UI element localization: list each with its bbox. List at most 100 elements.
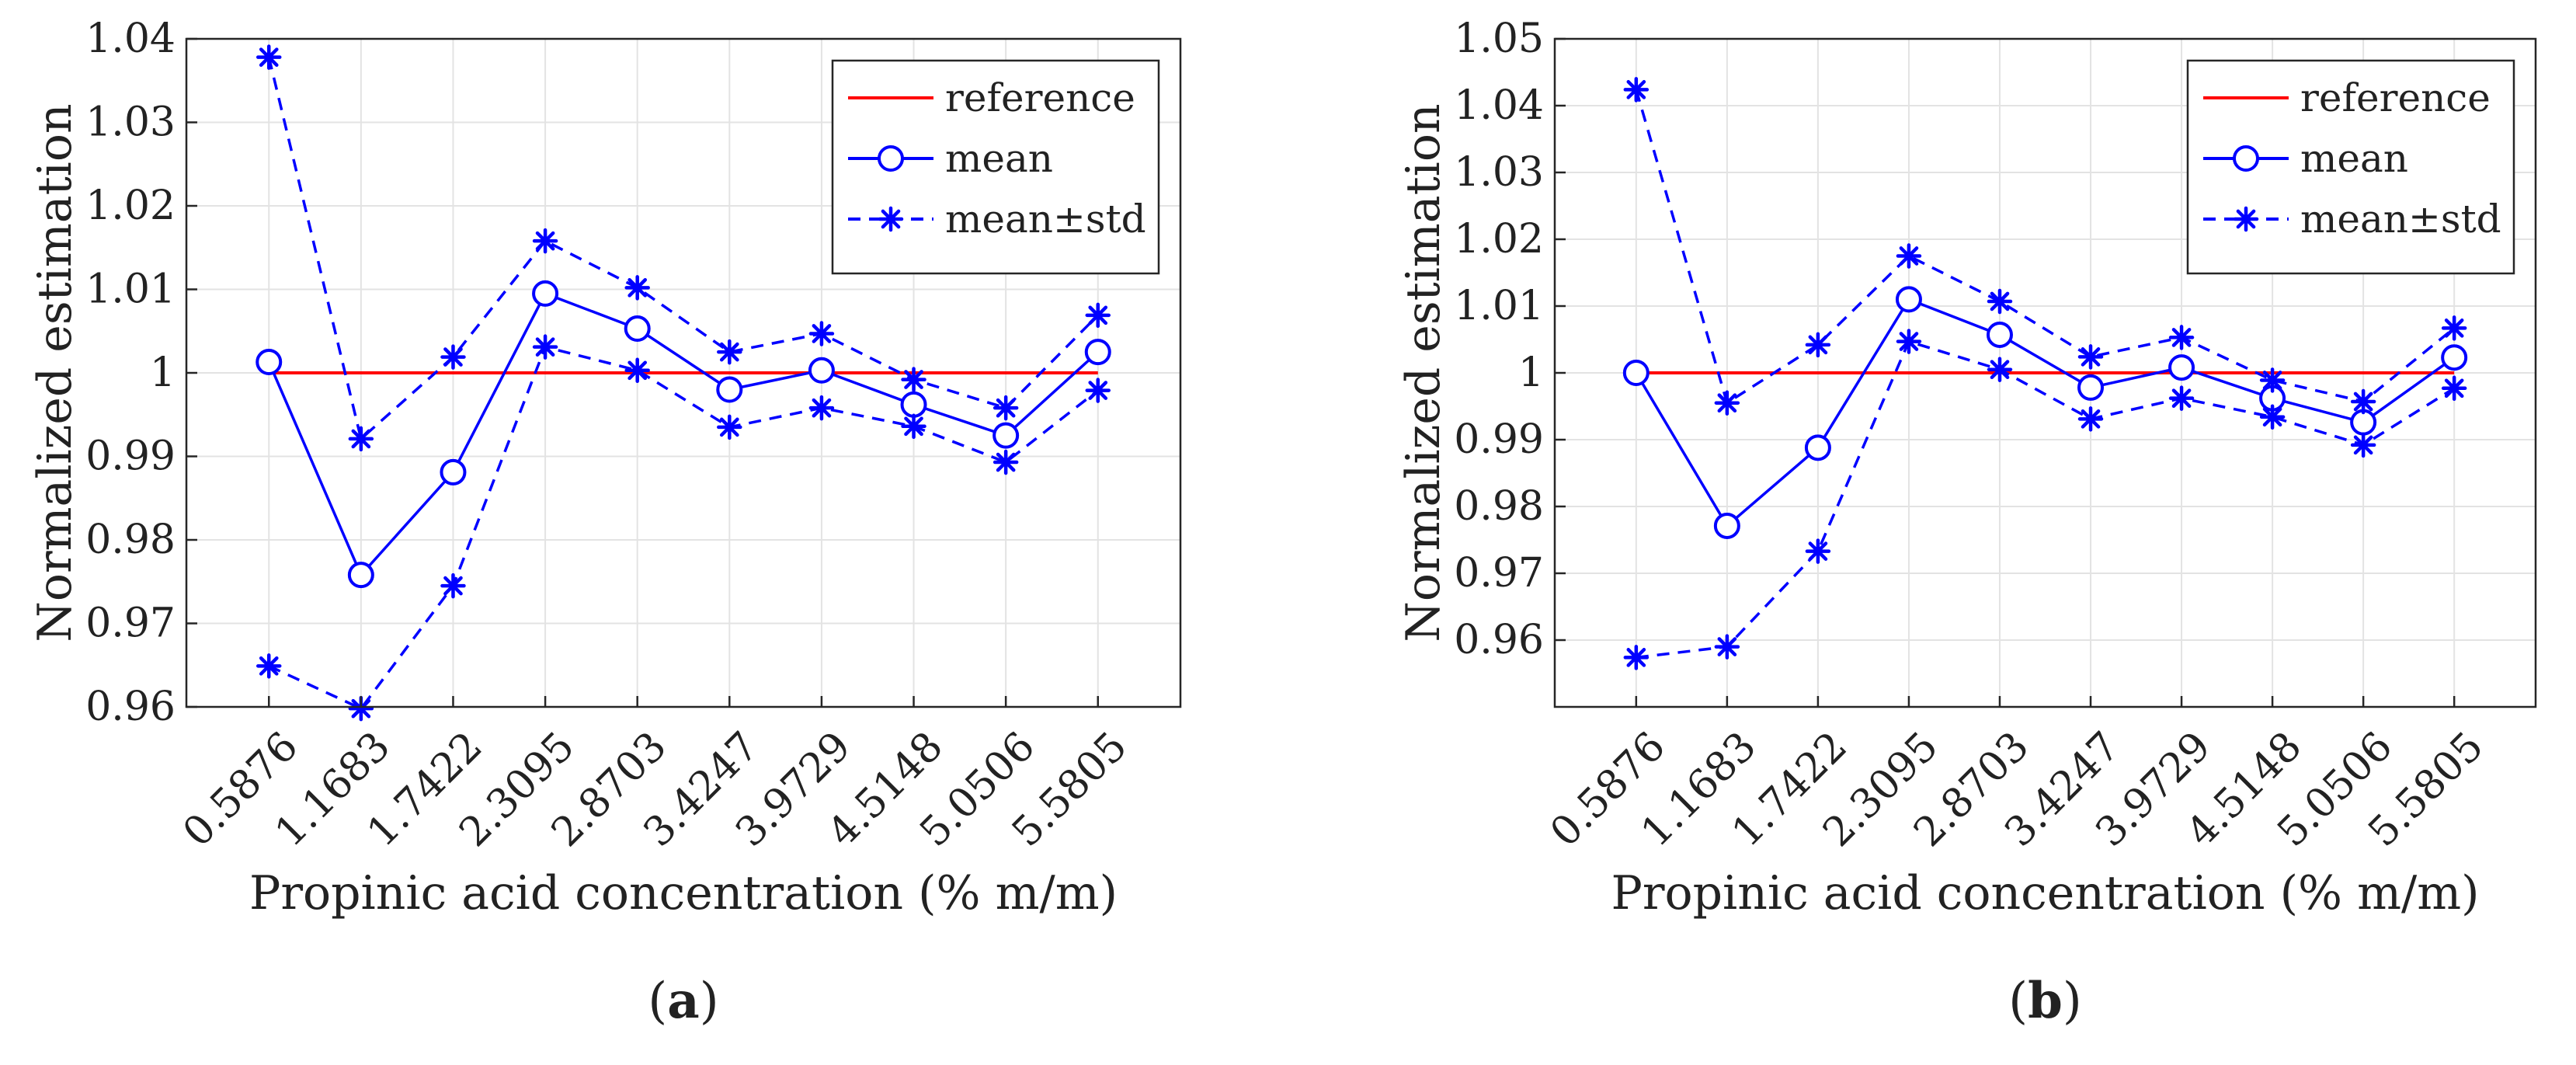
data-point-std-lower [2168,385,2195,411]
legend-label-reference: reference [945,75,1135,120]
data-point-std-lower [624,357,650,384]
data-point-mean-pm-std [256,44,282,70]
y-tick-label: 0.96 [1454,617,1544,663]
data-point-std-lower [2350,432,2376,458]
y-tick-label: 0.99 [1454,416,1544,463]
data-point-std-lower [1085,378,1111,403]
y-axis-ticks: 0.96 0.97 0.98 0.99 1 1.01 1.02 1.03 1.04 [85,16,197,730]
legend-entry-reference: reference [848,75,1135,120]
series-mean [1622,286,2468,539]
series-mean [256,280,1111,589]
data-point-mean [440,458,467,486]
legend-marker-mean-pm-std [2233,206,2259,232]
legend-entry-mean-pm-std: mean±std [848,197,1146,242]
y-axis-label: Normalized estimation [28,103,82,642]
panel-label-letter: a [667,972,699,1030]
data-point-mean-pm-std [1623,77,1650,103]
legend-label-reference: reference [2300,75,2491,120]
legend-entry-mean: mean [2203,136,2408,181]
data-point-mean [1713,512,1740,539]
series-layer [256,44,1111,722]
panel-label-b: (b) [2008,972,2082,1030]
data-point-std-lower [532,334,558,360]
data-point-mean-pm-std [1987,288,2013,315]
y-tick-label: 1.03 [85,99,176,146]
y-tick-label: 0.98 [1454,483,1544,530]
data-point-mean-pm-std [532,228,558,254]
data-point-mean [1084,339,1111,366]
legend-marker-mean [878,145,904,172]
data-point-std-lower [2077,406,2104,432]
legend-entry-mean: mean [848,136,1053,181]
data-point-mean-pm-std [2350,388,2376,415]
legend-label-mean: mean [2300,136,2408,181]
y-tick-label: 0.99 [85,433,176,480]
legend-label-mean-pm-std: mean±std [945,197,1146,242]
y-tick-label: 1.04 [85,16,176,62]
y-tick-label: 1.05 [1454,16,1544,62]
data-point-mean-pm-std [2077,344,2104,370]
y-tick-label: 1 [1518,350,1544,396]
series-line-std-lower [1636,339,2456,660]
data-point-mean [347,562,374,589]
y-tick-label: 1.01 [85,266,176,313]
data-point-mean [808,357,835,384]
data-point-mean-pm-std [808,321,835,346]
data-point-mean [1804,434,1831,461]
y-tick-label: 1.01 [1454,283,1544,329]
legend-marker-mean-pm-std [878,206,904,232]
data-point-std-lower [1805,538,1831,564]
x-axis-label: Propinic acid concentration (% m/m) [1611,866,2479,921]
data-point-std-lower [2441,375,2467,402]
x-axis-label: Propinic acid concentration (% m/m) [249,866,1118,921]
series-mean-pm-std [1623,77,2467,416]
data-point-mean [1986,321,2013,348]
y-tick-label: 0.98 [85,517,176,563]
data-point-std-lower [2259,404,2286,430]
panel-label-open-paren: ( [648,973,667,1030]
y-tick-label: 1.04 [1454,82,1544,129]
series-std-lower [1623,329,2467,670]
panel-label-letter: b [2028,972,2063,1030]
data-point-mean [2077,374,2105,401]
data-point-mean [716,376,743,403]
panel-label-open-paren: ( [2008,973,2028,1030]
panel-label-close-paren: ) [700,973,719,1030]
y-tick-label: 1.02 [1454,216,1544,263]
y-tick-label: 0.97 [1454,550,1544,597]
series-layer [1622,77,2468,670]
data-point-std-lower [440,573,466,599]
panel-label-a: (a) [648,972,718,1030]
y-tick-label: 1.03 [1454,149,1544,196]
y-tick-label: 0.96 [85,684,176,730]
data-point-mean-pm-std [1085,302,1111,329]
data-point-std-lower [348,695,374,722]
series-mean-pm-std [256,44,1111,452]
series-line-mean [267,291,1099,578]
data-point-mean [532,280,559,307]
data-point-mean-pm-std [993,395,1019,421]
data-point-mean [624,315,651,343]
data-point-std-lower [901,413,926,440]
data-point-mean-pm-std [1896,243,1922,269]
data-point-std-lower [717,414,742,440]
data-point-std-lower [993,449,1019,475]
data-point-mean-pm-std [2259,367,2286,393]
data-point-mean-pm-std [624,275,650,301]
series-line-mean-pm-std [267,57,1100,442]
data-point-std-lower [808,395,835,421]
y-tick-label: 1.02 [85,183,176,229]
data-point-mean [256,349,283,376]
data-point-mean [2168,354,2195,381]
data-point-mean-pm-std [1714,390,1740,416]
y-axis-label: Normalized estimation [1396,103,1451,642]
y-tick-label: 1 [150,350,176,396]
data-point-mean-pm-std [2441,315,2467,341]
data-point-mean [1622,360,1650,386]
y-axis-ticks: 0.96 0.97 0.98 0.99 1 1.01 1.02 1.03 1.04 1.05 [1454,16,1566,663]
data-point-mean [900,391,927,418]
legend-entry-mean-pm-std: mean±std [2203,197,2501,242]
data-point-mean [1895,286,1922,313]
